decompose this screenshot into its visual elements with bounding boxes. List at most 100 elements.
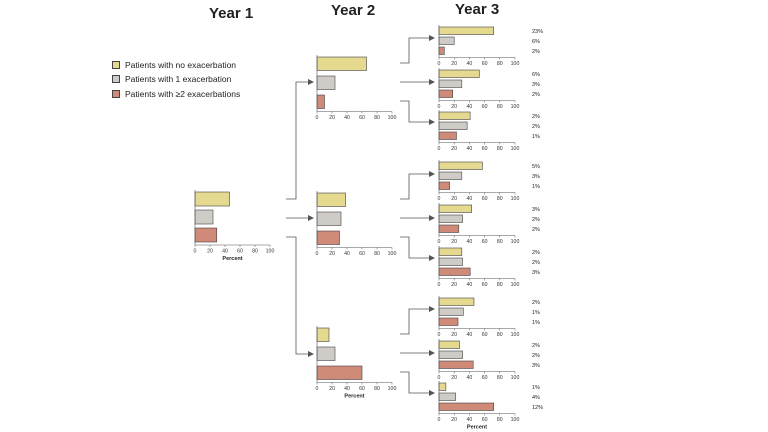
- x-tick-label: 40: [467, 332, 473, 338]
- x-tick-label: 20: [451, 61, 457, 67]
- x-tick-label: 40: [467, 146, 473, 152]
- x-tick-label: 20: [451, 104, 457, 110]
- x-tick-label: 40: [222, 249, 228, 255]
- chart-panel-year3-3: 2% 2% 1% 0 20 40 60 80 100: [438, 110, 540, 152]
- bar-value-label: 2%: [532, 49, 540, 55]
- bar-value-label: 3%: [532, 363, 540, 369]
- bar-1-exacerbation: [438, 307, 464, 316]
- x-tick-label: 100: [511, 239, 520, 245]
- bar-no-exacerbation: [316, 327, 330, 342]
- bar-value-label: 2%: [532, 353, 540, 359]
- bar-no-exacerbation: [438, 247, 463, 256]
- legend-label-2plus-exacerbations: Patients with ≥2 exacerbations: [125, 88, 241, 99]
- bar-value-label: 6%: [532, 72, 540, 78]
- bar-1-exacerbation: [316, 75, 336, 90]
- bar-1-exacerbation: [438, 79, 463, 88]
- chart-panel-year2-from-1-exacerbation: 0 20 40 60 80 100: [316, 191, 396, 257]
- bar-no-exacerbation: [438, 340, 460, 349]
- x-tick-label: 0: [438, 239, 441, 245]
- bar-value-label: 1%: [532, 320, 540, 326]
- x-tick-label: 80: [497, 375, 503, 381]
- x-tick-label: 100: [511, 332, 520, 338]
- bar-2plus-exacerbations: [438, 131, 457, 140]
- x-tick-label: 0: [316, 386, 319, 392]
- x-tick-label: 80: [497, 104, 503, 110]
- bar-value-label: 6%: [532, 39, 540, 45]
- chart-panels: 0 20 40 60 80 100 Percent 0 20 40 60 80 100 0 20 40 60 80…: [194, 25, 543, 431]
- legend-swatch-2plus-exacerbations: [112, 89, 120, 98]
- x-tick-label: 20: [451, 239, 457, 245]
- x-tick-label: 100: [511, 196, 520, 202]
- legend-swatch-1-exacerbation: [112, 75, 120, 83]
- year-2-title: Year 2: [331, 2, 376, 19]
- x-tick-label: 80: [497, 196, 503, 202]
- x-tick-label: 60: [482, 146, 488, 152]
- connector-year2-middle-to-year3-a: [400, 171, 435, 200]
- chart-panel-year3-6: 2% 2% 3% 0 20 40 60 80 100: [438, 246, 540, 288]
- bar-value-label: 23%: [532, 29, 543, 35]
- x-tick-label: 60: [482, 417, 488, 423]
- x-tick-label: 0: [438, 61, 441, 67]
- bar-2plus-exacerbations: [438, 89, 453, 98]
- x-tick-label: 80: [497, 417, 503, 423]
- x-tick-label: 80: [497, 282, 503, 288]
- x-tick-label: 60: [482, 375, 488, 381]
- bar-no-exacerbation: [438, 382, 447, 391]
- bar-value-label: 2%: [532, 250, 540, 256]
- bar-value-label: 12%: [532, 405, 543, 411]
- x-tick-label: 80: [497, 61, 503, 67]
- legend-label-no-exacerbation: Patients with no exacerbation: [125, 59, 237, 70]
- bar-value-label: 2%: [532, 227, 540, 233]
- bar-no-exacerbation: [438, 204, 472, 213]
- x-tick-label: 60: [482, 61, 488, 67]
- x-tick-label: 20: [207, 249, 213, 255]
- bar-2plus-exacerbations: [194, 227, 218, 243]
- x-tick-label: 60: [482, 332, 488, 338]
- connector-year2-top-to-year3-a: [400, 35, 435, 64]
- chart-panel-year1: 0 20 40 60 80 100 Percent: [194, 190, 274, 262]
- x-tick-label: 60: [359, 251, 365, 257]
- bar-value-label: 4%: [532, 395, 540, 401]
- x-tick-label: 100: [511, 375, 520, 381]
- x-tick-label: 40: [467, 417, 473, 423]
- x-tick-label: 40: [467, 61, 473, 67]
- bar-no-exacerbation: [438, 111, 471, 120]
- x-tick-label: 0: [438, 282, 441, 288]
- x-tick-label: 40: [344, 251, 350, 257]
- bar-1-exacerbation: [438, 121, 468, 130]
- year-3-title: Year 3: [455, 1, 500, 18]
- bar-2plus-exacerbations: [316, 94, 325, 109]
- x-tick-label: 80: [497, 146, 503, 152]
- connector-year1-to-year2-top: [286, 79, 314, 200]
- x-tick-label: 80: [374, 115, 380, 121]
- bar-2plus-exacerbations: [438, 267, 471, 276]
- x-tick-label: 20: [451, 196, 457, 202]
- x-tick-label: 60: [482, 282, 488, 288]
- chart-panel-year3-5: 3% 2% 2% 0 20 40 60 80 100: [438, 203, 540, 245]
- x-tick-label: 40: [344, 115, 350, 121]
- x-tick-label: 100: [388, 386, 397, 392]
- x-tick-label: 0: [438, 332, 441, 338]
- bar-2plus-exacerbations: [438, 402, 495, 411]
- bar-value-label: 2%: [532, 217, 540, 223]
- flow-connectors: [286, 35, 435, 396]
- bar-no-exacerbation: [316, 56, 367, 71]
- chart-panel-year3-8: 2% 2% 3% 0 20 40 60 80 100: [438, 339, 540, 381]
- bar-no-exacerbation: [438, 26, 495, 35]
- x-tick-label: 80: [374, 386, 380, 392]
- x-tick-label: 100: [388, 115, 397, 121]
- legend-item-2plus-exacerbations: Patients with ≥2 exacerbations: [112, 87, 240, 100]
- connector-year2-middle-to-year3-c: [400, 236, 435, 261]
- bar-value-label: 1%: [532, 385, 540, 391]
- legend-item-1-exacerbation: Patients with 1 exacerbation: [112, 73, 240, 86]
- x-tick-label: 0: [316, 251, 319, 257]
- connector-year2-bottom-to-year3-a: [400, 306, 435, 335]
- bar-value-label: 5%: [532, 164, 540, 170]
- x-tick-label: 60: [359, 386, 365, 392]
- chart-panel-year3-2: 6% 3% 2% 0 20 40 60 80 100: [438, 68, 540, 110]
- bar-value-label: 2%: [532, 260, 540, 266]
- x-tick-label: 40: [467, 104, 473, 110]
- connector-year2-bottom-to-year3-c: [400, 371, 435, 396]
